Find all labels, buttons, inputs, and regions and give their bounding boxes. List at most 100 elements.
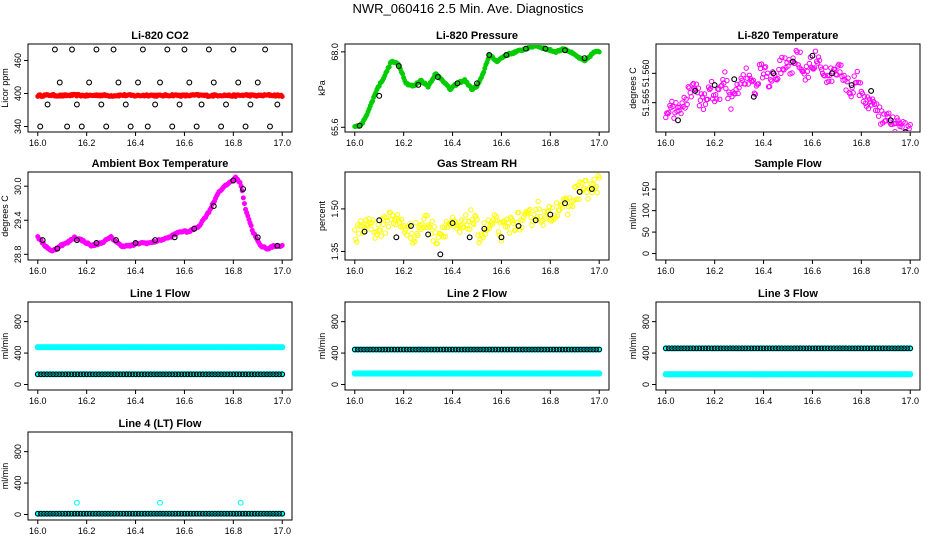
data-point (576, 188, 583, 195)
data-point (886, 110, 892, 116)
data-point (144, 371, 151, 378)
data-point (135, 79, 141, 86)
data-point (735, 90, 741, 97)
x-tick-label: 16.4 (444, 396, 462, 406)
data-point (593, 183, 599, 189)
y-tick-label: 400 (13, 476, 23, 491)
data-point (409, 230, 415, 237)
data-point (56, 510, 62, 517)
data-point (135, 371, 142, 378)
data-point (724, 77, 730, 84)
y-tick-label: 800 (13, 314, 23, 329)
data-point (441, 224, 448, 231)
data-point (74, 510, 81, 517)
x-tick-label: 16.0 (29, 526, 47, 536)
data-point (481, 220, 487, 226)
chart-title: Line 3 Flow (758, 288, 818, 300)
data-point (413, 346, 419, 353)
data-point (540, 222, 546, 228)
data-point (388, 346, 395, 353)
data-point (461, 224, 467, 230)
data-point (400, 346, 407, 353)
data-point (527, 206, 533, 213)
data-point (151, 510, 157, 517)
x-tick-label: 16.6 (176, 396, 194, 406)
data-point (144, 123, 151, 130)
data-point (254, 79, 261, 86)
data-point (544, 208, 550, 215)
y-axis-label: degrees C (0, 195, 10, 237)
data-point (751, 345, 758, 352)
data-point (383, 214, 390, 221)
data-point (169, 123, 176, 130)
data-point (495, 229, 502, 235)
data-point (889, 345, 895, 352)
data-point (480, 346, 486, 353)
data-point (108, 510, 114, 517)
data-point (141, 510, 148, 517)
data-point (772, 345, 779, 352)
data-point (766, 345, 773, 352)
data-point (815, 345, 822, 352)
data-point (576, 196, 582, 202)
data-point (785, 63, 791, 69)
data-point (758, 61, 765, 67)
data-point (767, 77, 774, 83)
data-point (163, 371, 169, 378)
data-point (115, 79, 122, 86)
data-point (65, 510, 72, 517)
data-point (854, 68, 860, 75)
data-point (797, 345, 804, 352)
data-point (421, 216, 427, 222)
x-tick-label: 17.0 (590, 396, 608, 406)
data-point (422, 346, 428, 353)
data-point (163, 510, 169, 517)
data-point (196, 510, 203, 517)
data-point (669, 345, 675, 352)
data-point (733, 345, 739, 352)
data-point (419, 346, 425, 353)
data-point (678, 110, 684, 117)
data-point (532, 346, 538, 353)
data-point (526, 346, 532, 353)
plot-frame (655, 43, 921, 133)
data-point (766, 83, 773, 90)
x-tick-label: 16.4 (127, 138, 145, 148)
y-tick-label: 0 (641, 382, 651, 387)
data-point (533, 206, 539, 213)
data-point (844, 78, 850, 85)
data-point (54, 245, 61, 252)
data-point (279, 242, 285, 248)
data-point (879, 345, 886, 352)
data-point (242, 123, 249, 130)
data-point (59, 510, 66, 517)
data-point (77, 371, 84, 378)
data-point (129, 371, 136, 378)
data-point (361, 228, 368, 235)
chart-title: Line 4 (LT) Flow (119, 418, 202, 430)
data-point (739, 345, 745, 352)
data-point (892, 128, 898, 131)
x-tick-label: 16.2 (706, 396, 724, 406)
x-tick-label: 16.4 (755, 396, 773, 406)
data-point (437, 346, 444, 353)
data-point (190, 510, 197, 517)
data-point (382, 230, 389, 236)
x-tick-label: 16.0 (346, 138, 364, 148)
data-point (171, 234, 178, 241)
data-point (596, 49, 602, 55)
data-point (800, 345, 807, 352)
data-point (56, 79, 63, 86)
data-point (241, 201, 247, 207)
data-point (203, 510, 209, 517)
x-tick-label: 16.8 (542, 138, 560, 148)
data-point (218, 510, 224, 517)
x-tick-label: 16.8 (542, 396, 560, 406)
chart-panel-pressure: Li-820 Pressure kPa 16.0 16.2 16.4 16.6 16.8 17… (317, 30, 610, 148)
data-point (485, 217, 491, 223)
data-point (264, 510, 270, 517)
data-point (415, 81, 422, 88)
data-point (727, 345, 733, 352)
data-point (56, 371, 62, 378)
data-point (449, 346, 456, 353)
